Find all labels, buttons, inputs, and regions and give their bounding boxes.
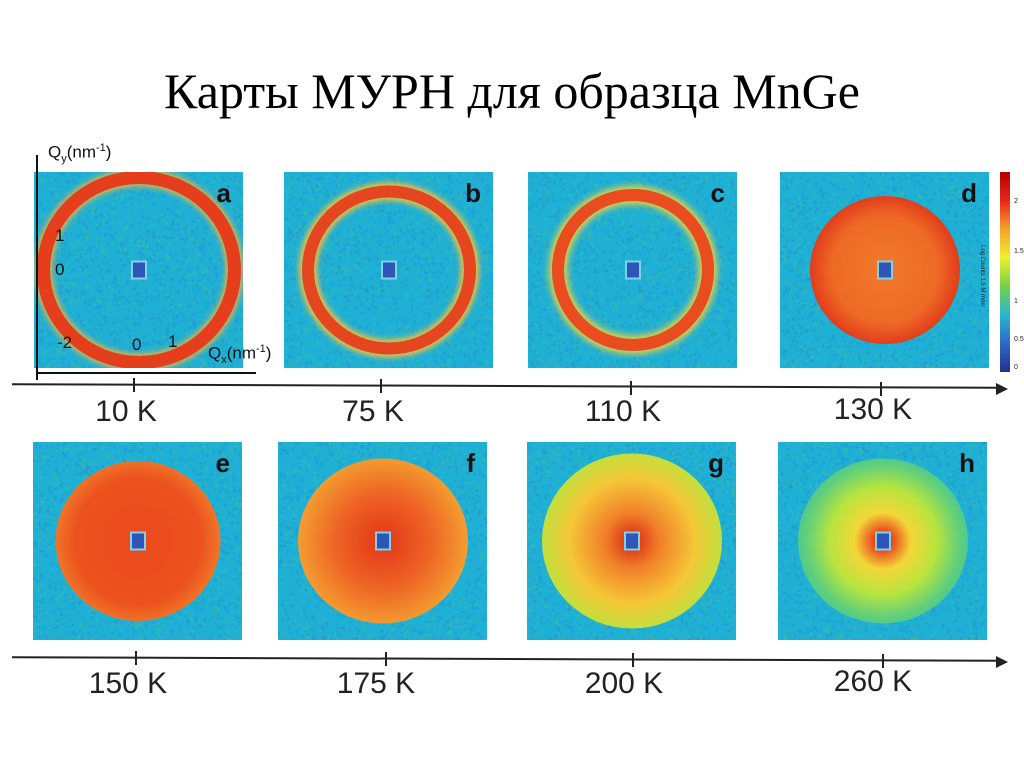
qx-axis-label: Qx(nm-1) [208, 343, 271, 366]
colorbar-tick: 1 [1014, 298, 1018, 305]
panel-letter: c [711, 178, 725, 209]
sans-map-f: f [278, 442, 487, 640]
qy-tick-label: 1 [55, 226, 64, 246]
temperature-label: 175 K [306, 667, 446, 701]
sans-map-d: d [780, 172, 989, 368]
qx-axis [36, 372, 256, 374]
temperature-axis-arrow [996, 656, 1008, 668]
beam-stop [375, 532, 391, 551]
qy-tick-label: 0 [55, 260, 64, 280]
sans-map-c: c [528, 172, 737, 368]
beam-stop [625, 261, 641, 280]
beam-stop [130, 532, 146, 551]
panel-letter: f [466, 448, 475, 479]
temperature-label: 200 K [554, 667, 694, 701]
panel-letter: e [216, 448, 230, 479]
beam-stop [875, 532, 891, 551]
temperature-tick [632, 653, 634, 667]
qy-axis-label: Qy(nm-1) [48, 142, 111, 165]
colorbar-tick: 2 [1014, 198, 1018, 205]
temperature-label: 130 K [803, 393, 943, 427]
beam-stop [624, 532, 640, 551]
colorbar-label: Log Counts 1.5 M mon [979, 245, 985, 306]
sans-map-b: b [284, 172, 493, 368]
colorbar [1000, 172, 1010, 372]
slide-title: Карты МУРН для образца MnGe [0, 62, 1024, 120]
qx-tick-label: 1 [168, 332, 177, 352]
temperature-tick [380, 379, 382, 393]
qx-tick-label: 0 [132, 335, 141, 355]
temperature-axis [12, 383, 1002, 388]
temperature-tick [135, 651, 137, 665]
colorbar-tick: 1.5 [1014, 248, 1024, 255]
colorbar-tick: 0.5 [1014, 336, 1024, 343]
panel-letter: h [959, 448, 975, 479]
temperature-label: 260 K [803, 665, 943, 699]
colorbar-tick: 0 [1014, 364, 1018, 371]
temperature-label: 10 K [56, 395, 196, 429]
sans-map-e: e [33, 442, 242, 640]
panel-letter: d [961, 178, 977, 209]
temperature-axis-arrow [996, 383, 1008, 395]
panel-letter: b [465, 178, 481, 209]
temperature-tick [385, 652, 387, 666]
beam-stop [131, 261, 147, 280]
qx-tick-label: -2 [57, 333, 72, 353]
panel-letter: g [708, 448, 724, 479]
beam-stop [877, 261, 893, 280]
qy-axis [36, 155, 38, 380]
sans-map-h: h [778, 442, 987, 640]
temperature-tick [133, 378, 135, 392]
beam-stop [381, 261, 397, 280]
temperature-tick [630, 381, 632, 395]
temperature-axis [12, 656, 1002, 661]
temperature-label: 110 K [553, 395, 693, 429]
temperature-label: 150 K [58, 667, 198, 701]
panel-letter: a [217, 178, 231, 209]
temperature-label: 75 K [303, 395, 443, 429]
sans-map-g: g [527, 442, 736, 640]
